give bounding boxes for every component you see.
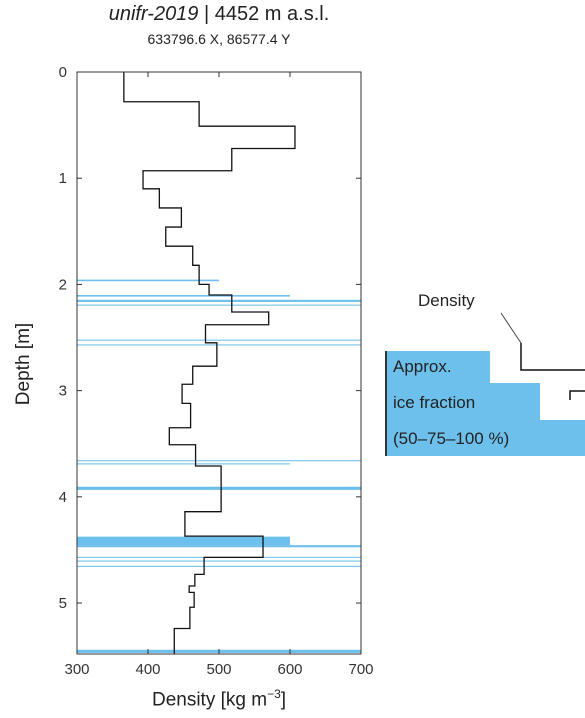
ice-layer-13: [77, 565, 361, 567]
y-tick-label-4: 4: [59, 489, 67, 506]
y-axis-label: Depth [m]: [13, 322, 34, 406]
ice-layer-12: [77, 560, 361, 562]
legend-ice-line1: Approx.: [393, 357, 452, 376]
ice-layer-5: [77, 344, 361, 346]
y-tick-label-5: 5: [59, 595, 67, 612]
density-step-group: [123, 72, 296, 654]
y-tick-label-0: 0: [59, 64, 67, 81]
ice-layer-0: [77, 279, 219, 282]
x-axis-label-text: Density [kg m: [151, 689, 268, 711]
x-tick-label-300: 300: [64, 661, 89, 678]
legend-density-step-75: [569, 390, 585, 400]
ice-layer-3: [77, 304, 361, 306]
x-axis-label: Density [kg m−3]: [152, 687, 286, 711]
x-tick-label-400: 400: [135, 661, 160, 678]
y-tick-label-2: 2: [59, 276, 67, 293]
x-tick-label-600: 600: [277, 661, 302, 678]
y-tick-label-1: 1: [59, 170, 67, 187]
legend-ice-line2: ice fraction: [393, 393, 476, 412]
title-separator: |: [198, 3, 215, 25]
x-axis-label-exponent: −3: [267, 687, 281, 701]
ice-layer-7: [77, 463, 290, 465]
x-axis-label-close: ]: [280, 689, 287, 711]
density-step-line: [123, 72, 296, 654]
legend-ice-swatch-100: [385, 420, 585, 456]
ice-layer-4: [77, 339, 361, 341]
legend-density-step-50: [520, 343, 585, 371]
x-tick-group: 300 400 500 600 700: [64, 72, 374, 678]
legend-ice-line3: (50–75–100 %): [393, 429, 510, 448]
x-tick-label-700: 700: [348, 661, 373, 678]
chart-subtitle: 633796.6 X, 86577.4 Y: [147, 31, 291, 47]
y-tick-group: 0 1 2 3 4 5: [59, 64, 361, 612]
ice-layer-10: [77, 545, 361, 548]
ice-layer-9: [77, 536, 290, 546]
ice-layer-8: [77, 486, 361, 490]
y-tick-label-3: 3: [59, 383, 67, 400]
ice-layer-6: [77, 460, 361, 462]
site-name: unifr-2019: [108, 3, 199, 25]
legend-ice-swatch-50: [385, 351, 490, 383]
legend-density-label: Density: [418, 291, 475, 310]
chart-title: unifr-2019 | 4452 m a.s.l.: [77, 2, 361, 26]
legend-density-leader-line: [500, 312, 522, 344]
site-elevation: 4452 m a.s.l.: [214, 3, 330, 25]
legend-ice-swatch-75: [385, 383, 540, 420]
ice-layer-2: [77, 299, 361, 302]
ice-layer-1: [77, 295, 290, 297]
x-tick-label-500: 500: [206, 661, 231, 678]
